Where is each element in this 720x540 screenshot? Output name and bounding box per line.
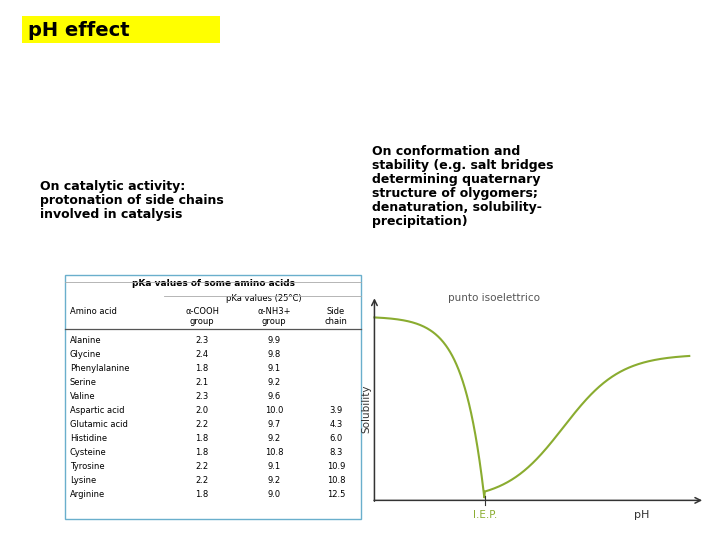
Text: 9.1: 9.1 (267, 462, 281, 471)
Text: Glycine: Glycine (70, 350, 102, 360)
Text: 12.5: 12.5 (327, 490, 345, 500)
Text: involved in catalysis: involved in catalysis (40, 208, 182, 221)
Text: 9.2: 9.2 (267, 476, 281, 485)
Text: 6.0: 6.0 (329, 434, 343, 443)
Text: Aspartic acid: Aspartic acid (70, 407, 125, 415)
Text: 2.2: 2.2 (195, 462, 209, 471)
Text: 2.0: 2.0 (195, 407, 209, 415)
Text: punto isoelettrico: punto isoelettrico (448, 293, 540, 303)
Text: 2.3: 2.3 (195, 336, 209, 346)
Text: Alanine: Alanine (70, 336, 102, 346)
Text: 9.0: 9.0 (267, 490, 281, 500)
Text: pH: pH (634, 510, 649, 521)
Text: 2.1: 2.1 (195, 379, 209, 387)
Text: Cysteine: Cysteine (70, 448, 107, 457)
Text: Side
chain: Side chain (325, 307, 348, 326)
Text: pKa values of some amino acids: pKa values of some amino acids (132, 279, 294, 288)
FancyBboxPatch shape (65, 275, 361, 519)
Text: 1.8: 1.8 (195, 490, 209, 500)
Text: Lysine: Lysine (70, 476, 96, 485)
Text: 1.8: 1.8 (195, 448, 209, 457)
Text: 4.3: 4.3 (329, 421, 343, 429)
Text: 10.9: 10.9 (327, 462, 345, 471)
Text: 8.3: 8.3 (329, 448, 343, 457)
Text: Valine: Valine (70, 393, 96, 401)
Text: 1.8: 1.8 (195, 364, 209, 373)
Text: 2.4: 2.4 (195, 350, 209, 360)
Text: Solubility: Solubility (361, 384, 372, 433)
Text: 9.7: 9.7 (267, 421, 281, 429)
Text: 3.9: 3.9 (329, 407, 343, 415)
Text: 2.2: 2.2 (195, 476, 209, 485)
Text: 9.2: 9.2 (267, 434, 281, 443)
Text: On catalytic activity:: On catalytic activity: (40, 180, 185, 193)
Text: 9.2: 9.2 (267, 379, 281, 387)
Text: 2.3: 2.3 (195, 393, 209, 401)
Text: 9.9: 9.9 (267, 336, 281, 346)
Text: Histidine: Histidine (70, 434, 107, 443)
Text: pH effect: pH effect (28, 21, 130, 39)
Text: Amino acid: Amino acid (70, 307, 117, 316)
Text: 1.8: 1.8 (195, 434, 209, 443)
Text: pKa values (25°C): pKa values (25°C) (226, 294, 302, 303)
Text: 10.8: 10.8 (265, 448, 283, 457)
Text: On conformation and: On conformation and (372, 145, 521, 158)
Text: Arginine: Arginine (70, 490, 105, 500)
Text: Tyrosine: Tyrosine (70, 462, 104, 471)
Text: stability (e.g. salt bridges: stability (e.g. salt bridges (372, 159, 554, 172)
Text: protonation of side chains: protonation of side chains (40, 194, 224, 207)
Text: Serine: Serine (70, 379, 97, 387)
Text: 9.8: 9.8 (267, 350, 281, 360)
Text: I.E.P.: I.E.P. (472, 510, 497, 521)
Text: 9.6: 9.6 (267, 393, 281, 401)
FancyBboxPatch shape (22, 16, 220, 43)
Text: 2.2: 2.2 (195, 421, 209, 429)
Text: 10.8: 10.8 (327, 476, 346, 485)
Text: 9.1: 9.1 (267, 364, 281, 373)
Text: 10.0: 10.0 (265, 407, 283, 415)
Text: α-NH3+
group: α-NH3+ group (257, 307, 291, 326)
Text: α-COOH
group: α-COOH group (185, 307, 219, 326)
Text: denaturation, solubility-: denaturation, solubility- (372, 201, 542, 214)
Text: structure of olygomers;: structure of olygomers; (372, 187, 538, 200)
Text: determining quaternary: determining quaternary (372, 173, 541, 186)
Text: precipitation): precipitation) (372, 215, 467, 228)
Text: Glutamic acid: Glutamic acid (70, 421, 128, 429)
Text: Phenylalanine: Phenylalanine (70, 364, 130, 373)
